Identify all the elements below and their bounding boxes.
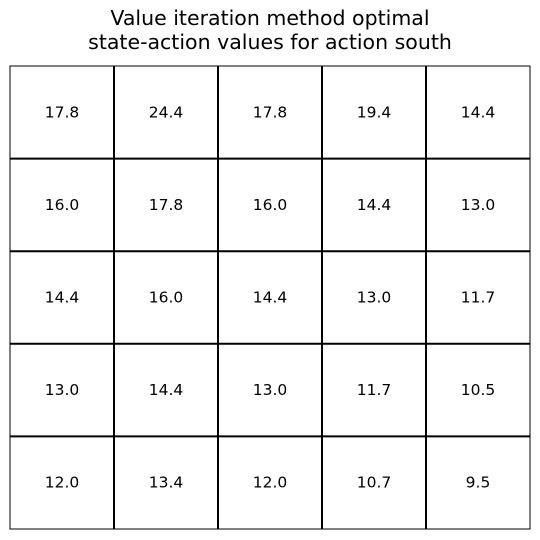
cell-value: 13.0	[253, 381, 288, 399]
cell-value: 10.5	[461, 381, 496, 399]
cell-value: 17.8	[45, 103, 80, 121]
cell-value: 16.0	[149, 289, 184, 307]
cell-value: 13.0	[461, 196, 496, 214]
grid-frame	[9, 65, 531, 530]
cell-value: 24.4	[149, 103, 184, 121]
cell-value: 12.0	[253, 474, 288, 492]
cell-value: 13.4	[149, 474, 184, 492]
chart-title: Value iteration method optimal state-act…	[0, 6, 540, 54]
cell-value: 9.5	[466, 474, 491, 492]
cell-value: 11.7	[461, 289, 496, 307]
cell-value: 10.7	[357, 474, 392, 492]
cell-value: 11.7	[357, 381, 392, 399]
cell-value: 13.0	[357, 289, 392, 307]
cell-value: 13.0	[45, 381, 80, 399]
cell-value: 14.4	[45, 289, 80, 307]
cell-value: 12.0	[45, 474, 80, 492]
cell-value: 16.0	[253, 196, 288, 214]
cell-value: 17.8	[253, 103, 288, 121]
chart-title-line-2: state-action values for action south	[88, 30, 452, 54]
cell-value: 17.8	[149, 196, 184, 214]
cell-value: 14.4	[461, 103, 496, 121]
cell-value: 14.4	[253, 289, 288, 307]
chart-title-line-1: Value iteration method optimal	[110, 6, 430, 30]
cell-value: 14.4	[357, 196, 392, 214]
cell-value: 16.0	[45, 196, 80, 214]
cell-value: 19.4	[357, 103, 392, 121]
cell-value: 14.4	[149, 381, 184, 399]
